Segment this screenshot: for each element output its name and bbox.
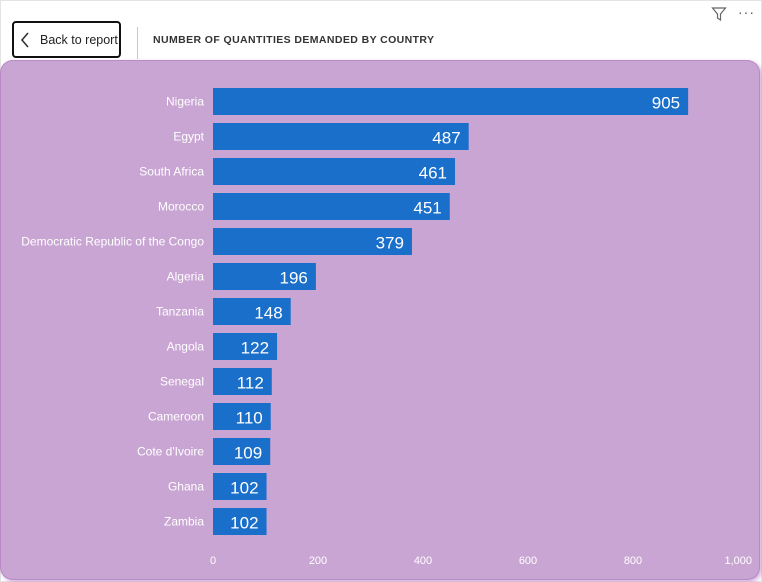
category-label-egypt: Egypt (173, 130, 204, 144)
bar-morocco[interactable] (213, 193, 450, 220)
data-label-ghana: 102 (230, 479, 258, 498)
more-options-icon[interactable]: ··· (738, 4, 755, 20)
bar-south-africa[interactable] (213, 158, 456, 185)
bar-democratic-republic-of-the-congo[interactable] (213, 228, 412, 255)
data-label-cameroon: 110 (236, 409, 263, 428)
bar-cameroon[interactable] (213, 403, 271, 430)
x-tick-label-1000: 1,000 (724, 555, 752, 567)
data-label-tanzania: 148 (254, 304, 282, 323)
category-label-zambia: Zambia (164, 515, 204, 529)
back-to-report-label: Back to report (40, 32, 118, 47)
category-label-tanzania: Tanzania (156, 305, 204, 319)
category-label-cameroon: Cameroon (148, 410, 204, 424)
bar-egypt[interactable] (213, 123, 469, 150)
category-label-nigeria: Nigeria (166, 95, 204, 109)
data-label-senegal: 112 (237, 374, 264, 393)
x-tick-label-400: 400 (414, 555, 432, 567)
bar-ghana[interactable] (213, 473, 267, 500)
header-divider (137, 27, 138, 59)
data-label-algeria: 196 (280, 269, 308, 288)
category-label-morocco: Morocco (158, 200, 204, 214)
back-to-report-button[interactable]: Back to report (12, 21, 121, 58)
data-label-nigeria: 905 (652, 94, 680, 113)
chart-title: NUMBER OF QUANTITIES DEMANDED BY COUNTRY (153, 34, 435, 46)
x-tick-label-0: 0 (210, 555, 216, 567)
category-label-democratic-republic-of-the-congo: Democratic Republic of the Congo (21, 235, 204, 249)
data-label-morocco: 451 (413, 199, 441, 218)
bar-angola[interactable] (213, 333, 278, 360)
x-tick-label-200: 200 (309, 555, 327, 567)
category-label-algeria: Algeria (167, 270, 205, 284)
bar-tanzania[interactable] (213, 298, 291, 325)
bar-zambia[interactable] (213, 508, 267, 535)
data-label-zambia: 102 (230, 514, 258, 533)
category-label-angola: Angola (167, 340, 205, 354)
bar-chart: Nigeria 905 Egypt 487 South Africa 461 Morocco… (21, 88, 752, 567)
category-label-cote-d-ivoire: Cote d'Ivoire (137, 445, 204, 459)
category-label-senegal: Senegal (160, 375, 204, 389)
data-label-egypt: 487 (432, 129, 460, 148)
filter-icon[interactable] (711, 6, 727, 22)
category-label-south-africa: South Africa (139, 165, 204, 179)
data-label-democratic-republic-of-the-congo: 379 (376, 234, 404, 253)
bar-cote-d-ivoire[interactable] (213, 438, 271, 465)
bar-nigeria[interactable] (213, 88, 689, 115)
bar-algeria[interactable] (213, 263, 316, 290)
x-tick-label-600: 600 (519, 555, 537, 567)
data-label-cote-d-ivoire: 109 (234, 444, 262, 463)
chevron-left-icon (20, 31, 29, 48)
x-tick-label-800: 800 (624, 555, 642, 567)
data-label-south-africa: 461 (419, 164, 447, 183)
category-label-ghana: Ghana (168, 480, 204, 494)
data-label-angola: 122 (241, 339, 269, 358)
bar-senegal[interactable] (213, 368, 272, 395)
